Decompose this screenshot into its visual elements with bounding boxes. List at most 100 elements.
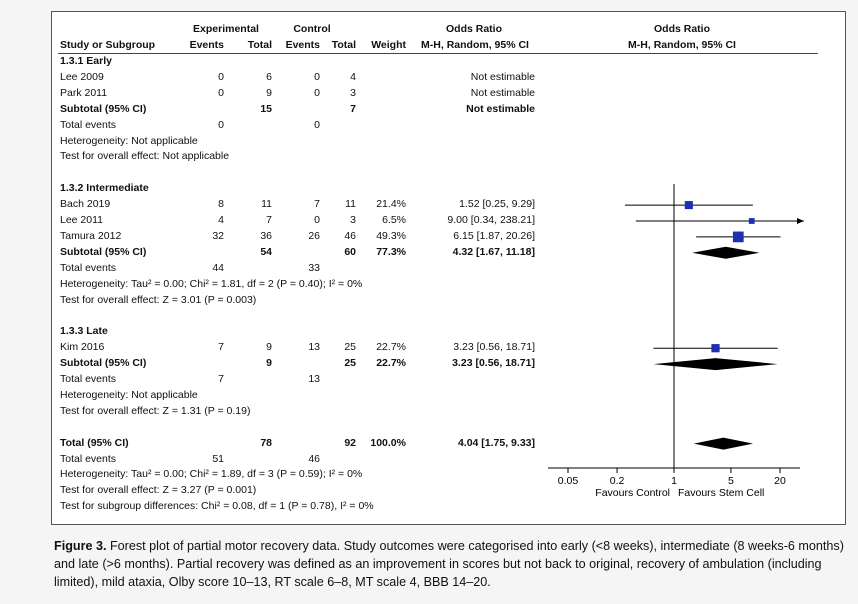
x-tick-label: 5 — [728, 475, 734, 487]
cell-odds-ratio: 4.04 [1.75, 9.33] — [457, 436, 535, 449]
header-method-left: M-H, Random, 95% CI — [421, 39, 529, 51]
header-total-exp: Total — [247, 39, 272, 51]
note-label: Heterogeneity: Not applicable — [60, 388, 198, 401]
cell-w: 22.7% — [376, 357, 406, 370]
header-odds-ratio-left: Odds Ratio — [445, 23, 502, 35]
ci-arrow — [797, 218, 804, 224]
cell-odds-ratio: Not estimable — [466, 102, 535, 115]
cell-t1: 7 — [266, 214, 272, 226]
note-label: Test for overall effect: Z = 3.01 (P = 0… — [60, 293, 257, 306]
study-label: Tamura 2012 — [60, 229, 122, 242]
cell-e1: 0 — [218, 86, 224, 99]
note-label: Heterogeneity: Tau² = 0.00; Chi² = 1.81,… — [60, 277, 363, 290]
group-label: 1.3.1 Early — [60, 55, 112, 67]
favours-control-label: Favours Control — [595, 487, 670, 499]
x-tick-label: 0.05 — [558, 475, 579, 487]
cell-w: 49.3% — [376, 229, 406, 242]
cell-w: 22.7% — [376, 341, 406, 354]
x-tick-label: 0.2 — [610, 475, 625, 487]
cell-t1: 54 — [260, 245, 272, 258]
favours-stem-cell-label: Favours Stem Cell — [678, 487, 764, 499]
cell-odds-ratio: Not estimable — [470, 86, 535, 99]
header-events-exp: Events — [189, 39, 224, 51]
cell-odds-ratio: 4.32 [1.67, 11.18] — [452, 245, 535, 258]
study-label: Lee 2011 — [60, 214, 104, 226]
cell-e2: 13 — [308, 373, 320, 385]
study-marker — [684, 201, 693, 210]
cell-t2: 25 — [344, 357, 356, 370]
study-label: Bach 2019 — [60, 198, 111, 211]
study-marker — [711, 344, 720, 353]
study-marker — [732, 231, 744, 243]
study-label: Park 2011 — [60, 86, 108, 99]
note-label: Heterogeneity: Tau² = 0.00; Chi² = 1.89,… — [60, 468, 363, 481]
cell-w: 77.3% — [376, 245, 406, 258]
cell-odds-ratio: 6.15 [1.87, 20.26] — [453, 229, 535, 242]
header-odds-ratio-right: Odds Ratio — [653, 23, 710, 35]
cell-t2: 7 — [350, 102, 356, 115]
cell-e2: 0 — [314, 118, 320, 131]
group-label: 1.3.2 Intermediate — [60, 182, 149, 195]
subtotal-label: Subtotal (95% CI) — [60, 357, 147, 370]
cell-e2: 26 — [308, 229, 320, 242]
cell-t1: 15 — [260, 102, 272, 115]
group-label: 1.3.3 Late — [60, 325, 108, 338]
note-label: Test for overall effect: Not applicable — [60, 150, 230, 163]
cell-t2: 4 — [350, 70, 356, 83]
cell-t2: 3 — [350, 214, 356, 226]
cell-e2: 13 — [308, 341, 320, 354]
forest-plot: 0.05 0.2 1 5 20 Favours Control Favours Stem C… — [548, 184, 804, 499]
cell-t2: 92 — [344, 436, 356, 449]
cell-t1: 9 — [266, 357, 272, 370]
cell-t1: 11 — [261, 198, 272, 211]
header-total-ctl: Total — [331, 39, 356, 51]
events-label: Total events — [60, 452, 117, 465]
header-weight: Weight — [371, 39, 406, 51]
cell-t1: 36 — [260, 229, 272, 242]
note-label: Test for overall effect: Z = 1.31 (P = 0… — [60, 404, 251, 417]
cell-t2: 3 — [350, 86, 356, 99]
cell-t2: 11 — [345, 198, 356, 211]
study-label: Lee 2009 — [60, 70, 104, 83]
cell-odds-ratio: 1.52 [0.25, 9.29] — [459, 198, 535, 211]
header-experimental: Experimental — [193, 23, 259, 35]
header-study: Study or Subgroup — [60, 39, 156, 51]
forest-plot-figure: Experimental Control Odds Ratio Odds Rat… — [51, 11, 846, 525]
events-label: Total events — [60, 118, 117, 131]
cell-t2: 46 — [344, 229, 356, 242]
cell-w: 6.5% — [382, 214, 406, 226]
cell-e1: 44 — [212, 261, 224, 274]
cell-e1: 7 — [218, 341, 224, 354]
cell-odds-ratio: 3.23 [0.56, 18.71] — [452, 357, 535, 370]
cell-t1: 9 — [266, 341, 272, 354]
pooled-diamond — [693, 437, 754, 450]
header-rule — [58, 53, 818, 54]
cell-t2: 60 — [344, 245, 356, 258]
cell-e1: 4 — [218, 214, 224, 226]
x-tick-label: 20 — [774, 475, 786, 487]
header-events-ctl: Events — [285, 39, 320, 51]
note-label: Test for subgroup differences: Chi² = 0.… — [60, 500, 374, 513]
cell-odds-ratio: Not estimable — [470, 70, 535, 83]
cell-e2: 46 — [308, 452, 320, 465]
cell-e2: 33 — [308, 261, 320, 274]
study-label: Kim 2016 — [60, 341, 105, 354]
cell-odds-ratio: 9.00 [0.34, 238.21] — [447, 214, 535, 226]
cell-e1: 0 — [218, 118, 224, 131]
cell-odds-ratio: 3.23 [0.56, 18.71] — [453, 341, 535, 354]
cell-t1: 78 — [260, 436, 272, 449]
cell-e2: 0 — [314, 214, 320, 226]
note-label: Test for overall effect: Z = 3.27 (P = 0… — [60, 484, 257, 497]
cell-w: 21.4% — [376, 198, 406, 211]
note-label: Heterogeneity: Not applicable — [60, 134, 198, 147]
header-control: Control — [293, 23, 331, 35]
study-marker — [748, 218, 755, 224]
cell-w: 100.0% — [370, 436, 406, 449]
figure-caption: Figure 3. Forest plot of partial motor r… — [54, 537, 844, 591]
cell-t1: 9 — [266, 86, 272, 99]
header-method-right: M-H, Random, 95% CI — [628, 39, 736, 51]
cell-e2: 7 — [314, 198, 320, 211]
cell-e1: 0 — [218, 70, 224, 83]
cell-e1: 32 — [212, 229, 224, 242]
caption-label: Figure 3. — [54, 539, 107, 553]
